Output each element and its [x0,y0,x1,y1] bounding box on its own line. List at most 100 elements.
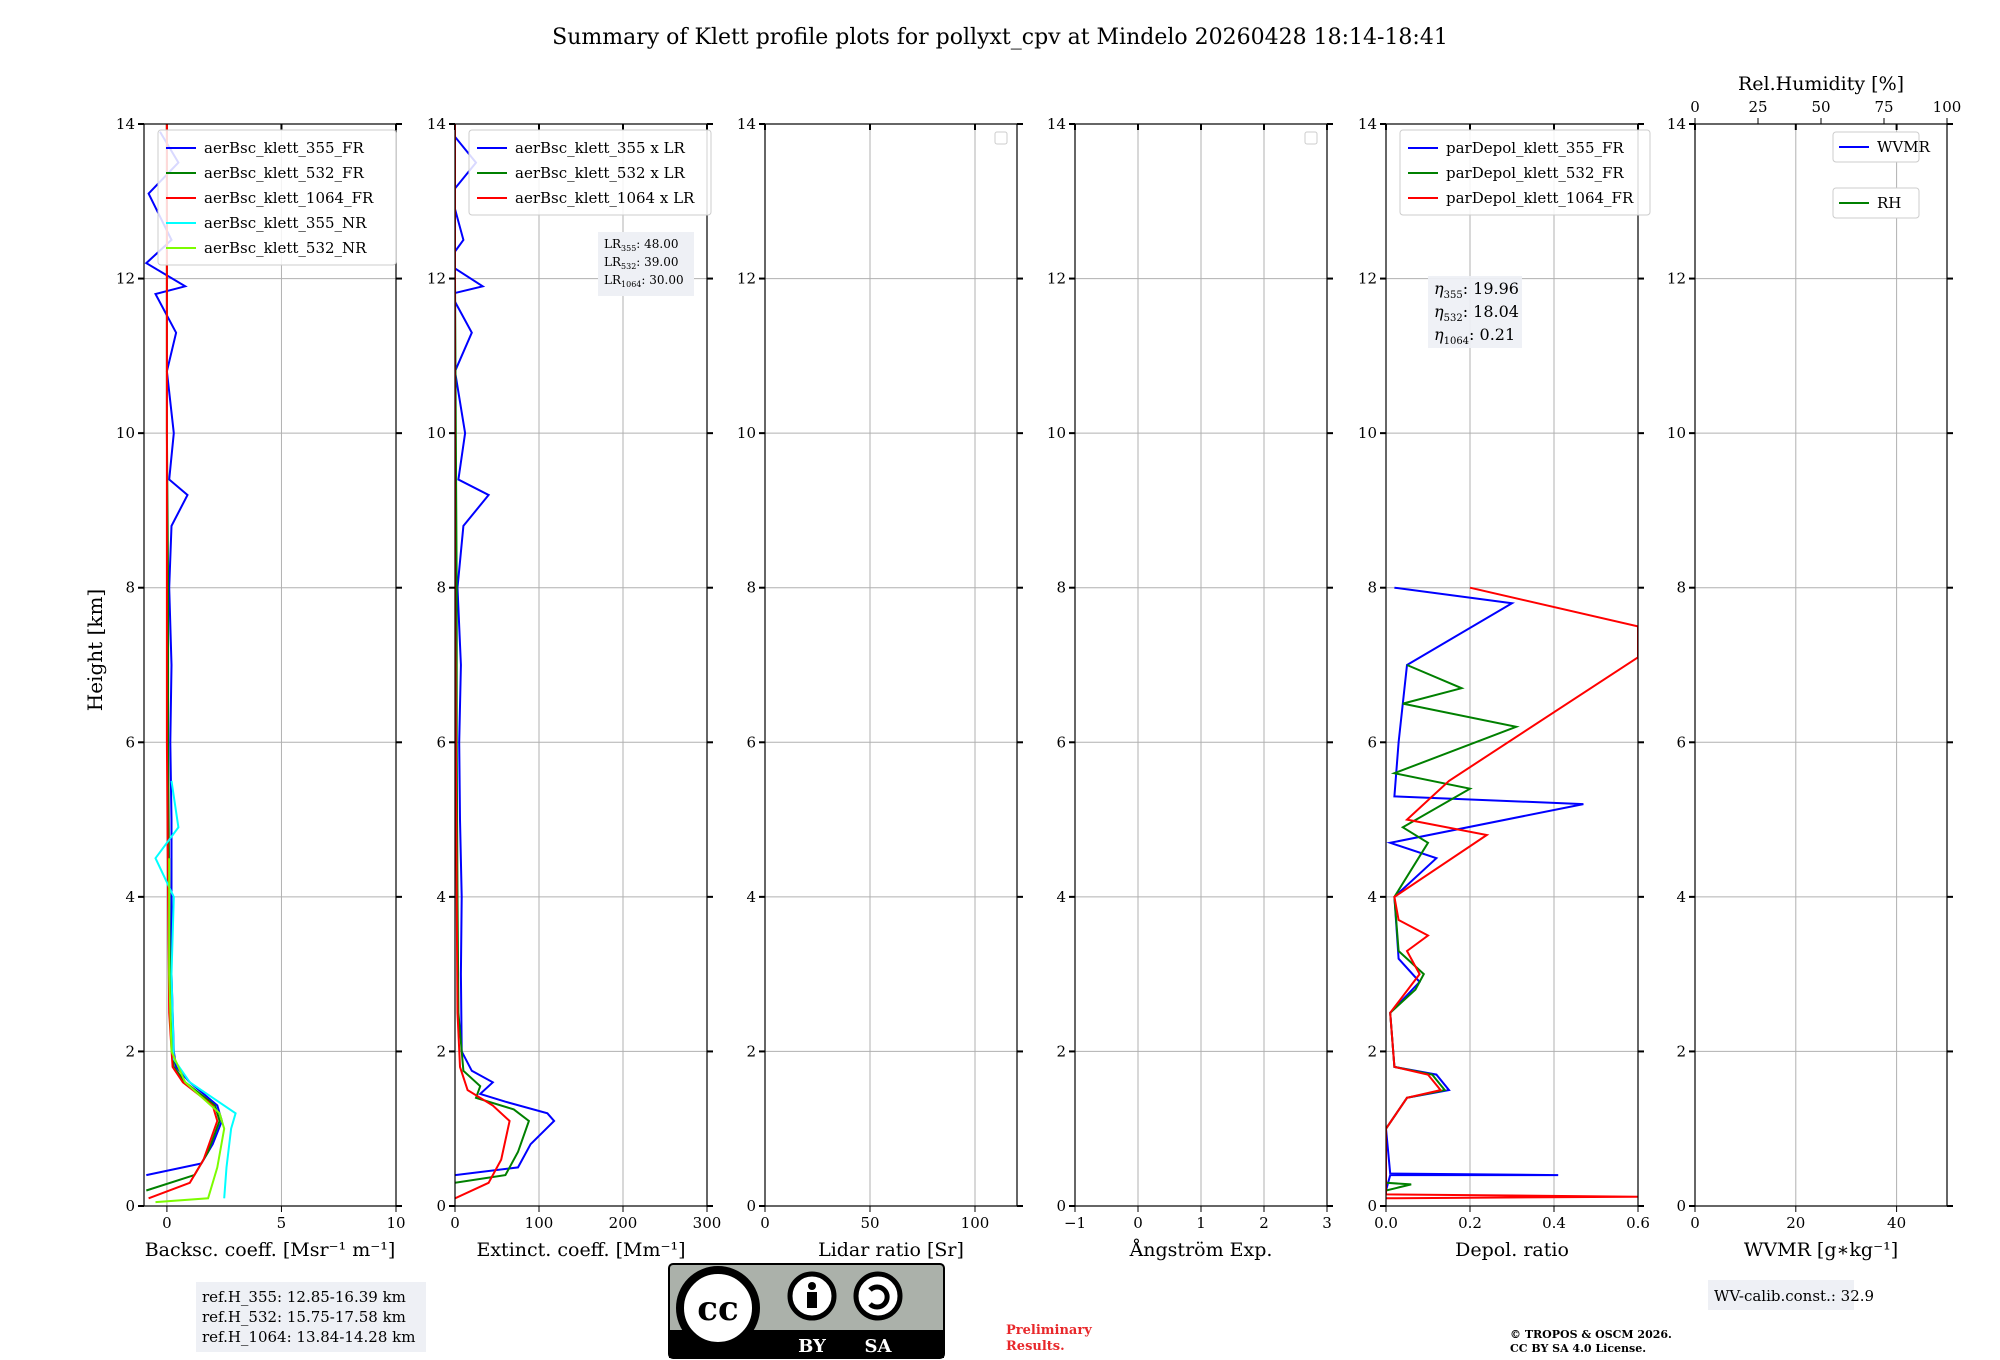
sa-text: SA [865,1336,893,1357]
series-line-aerBsc_klett_1064 x LR [455,124,511,1200]
series-group [1386,586,1638,1200]
lr-532: LR532: 39.00 [604,255,679,271]
y-tick-label: 12 [116,270,135,288]
by-person-head [808,1282,816,1290]
panel-extinction: 0 100 200 300 0 2 4 6 8 10 12 14 Extinct. coeff. [Mm… [427,115,721,1261]
y-tick-label: 12 [737,270,756,288]
axes-frame [764,123,1018,1207]
x-tick-label: 100 [525,1214,554,1232]
y-tick-label: 4 [1676,888,1686,906]
refh-1064: ref.H_1064: 13.84-14.28 km [202,1328,415,1346]
axes-frame [143,123,397,1207]
legend-label-parDepol_klett_1064_FR: parDepol_klett_1064_FR [1446,189,1634,207]
legend-label-aerBsc_klett_532 x LR: aerBsc_klett_532 x LR [515,164,686,182]
series-line-aerBsc_klett_355_FR [144,131,223,1177]
series-group [455,124,556,1200]
legend-label-parDepol_klett_532_FR: parDepol_klett_532_FR [1446,164,1624,182]
x-tick-label: 2 [1259,1214,1269,1232]
y-tick-label: 2 [1056,1042,1066,1060]
x-tick-label: 0 [450,1214,460,1232]
eta-box [1428,276,1522,348]
series-line-aerBsc_klett_532_NR [155,858,226,1204]
legend-label-RH: RH [1877,194,1901,212]
panel-backscatter: 0 5 10 0 2 4 6 8 10 12 14 Backsc. coeff. [Msr⁻¹ m⁻¹… [116,115,406,1261]
x-axis-label: WVMR [g∗kg⁻¹] [1744,1239,1898,1261]
y-tick-label: 8 [1056,579,1066,597]
legend-label-aerBsc_klett_355_NR: aerBsc_klett_355_NR [204,214,367,232]
sa-share-icon [853,1271,903,1321]
y-tick-label: 8 [1367,579,1377,597]
legend-label-aerBsc_klett_1064 x LR: aerBsc_klett_1064 x LR [515,189,695,207]
cc-text: cc [697,1289,738,1329]
lr-355: LR355: 48.00 [604,237,679,253]
y-tick-label: 0 [1367,1197,1377,1215]
series-line-aerBsc_klett_355_NR [154,780,237,1199]
y-tick-label: 12 [427,270,446,288]
x-tick-label: 0.0 [1374,1214,1398,1232]
y-tick-label: 14 [427,115,446,133]
wv-calib-text: WV-calib.const.: 32.9 [1714,1287,1874,1305]
y-tick-label: 6 [125,733,135,751]
panel-depol: 0.0 0.2 0.4 0.6 0 2 4 6 8 10 12 14 Depol. ratio parDe… [1358,115,1651,1261]
x-tick-label: 0.4 [1542,1214,1566,1232]
cc-license-logo: cc BY SA [668,1263,945,1359]
y-tick-label: 0 [746,1197,756,1215]
y-tick-label: 8 [125,579,135,597]
series-group [144,124,237,1204]
axes-frame [1074,123,1328,1207]
y-tick-label: 4 [1367,888,1377,906]
legend-label-aerBsc_klett_532_FR: aerBsc_klett_532_FR [204,164,364,182]
refh-355: ref.H_355: 12.85-16.39 km [202,1288,406,1306]
y-tick-label: 4 [125,888,135,906]
y-tick-label: 14 [1667,115,1686,133]
eta-355: η355: 19.96 [1434,279,1519,301]
x-tick-label: 50 [860,1214,879,1232]
x-axis-label: Extinct. coeff. [Mm⁻¹] [476,1239,685,1261]
lr-annotation: LR355: 48.00 LR532: 39.00 LR1064: 30.00 [598,232,694,296]
y-tick-label: 0 [125,1197,135,1215]
legend-label-aerBsc_klett_1064_FR: aerBsc_klett_1064_FR [204,189,374,207]
y-tick-label: 10 [1358,424,1377,442]
wv-calib-box [1708,1280,1854,1310]
results-label: Results. [1006,1339,1065,1354]
y-tick-label: 12 [1667,270,1686,288]
y-tick-label: 2 [436,1042,446,1060]
x-tick-label: 20 [1786,1214,1805,1232]
x-tick-label: 200 [609,1214,638,1232]
copyright-line-2: CC BY SA 4.0 License. [1510,1342,1646,1355]
x-tick-label: 0 [760,1214,770,1232]
x-tick-label: 1 [1196,1214,1206,1232]
y-tick-label: 2 [1367,1042,1377,1060]
y-tick-label: 14 [1358,115,1377,133]
empty-legend-box [994,131,1008,145]
y-tick-label: 10 [427,424,446,442]
y-tick-label: 4 [1056,888,1066,906]
top-x-tick-label: 75 [1874,98,1893,116]
eta-annotation: η355: 19.96 η532: 18.04 η1064: 0.21 [1428,276,1522,348]
wv-calib-annotation: WV-calib.const.: 32.9 [1708,1280,1874,1310]
y-tick-label: 2 [125,1042,135,1060]
axes-frame [454,123,708,1207]
y-tick-label: 10 [116,424,135,442]
legend-label-aerBsc_klett_355_FR: aerBsc_klett_355_FR [204,139,364,157]
y-tick-label: 12 [1358,270,1377,288]
x-tick-label: 0.2 [1458,1214,1482,1232]
y-tick-label: 2 [746,1042,756,1060]
x-tick-label: 0 [162,1214,172,1232]
series-line-parDepol_klett_532_FR [1386,664,1520,1192]
refh-box [196,1282,426,1352]
top-x-tick-label: 50 [1811,98,1830,116]
y-tick-label: 6 [436,733,446,751]
panel-lidar-ratio: 0 50 100 0 2 4 6 8 10 12 14 Lidar ratio [Sr] [737,115,1023,1261]
legend-box [1832,187,1920,219]
y-tick-label: 12 [1047,270,1066,288]
refh-annotation: ref.H_355: 12.85-16.39 km ref.H_532: 15.… [196,1282,426,1352]
y-tick-label: 6 [1367,733,1377,751]
y-tick-label: 14 [737,115,756,133]
top-x-axis-label: Rel.Humidity [%] [1738,73,1904,95]
y-tick-label: 0 [1676,1197,1686,1215]
y-tick-label: 4 [436,888,446,906]
sa-arrow-icon [868,1284,890,1310]
y-tick-label: 4 [746,888,756,906]
